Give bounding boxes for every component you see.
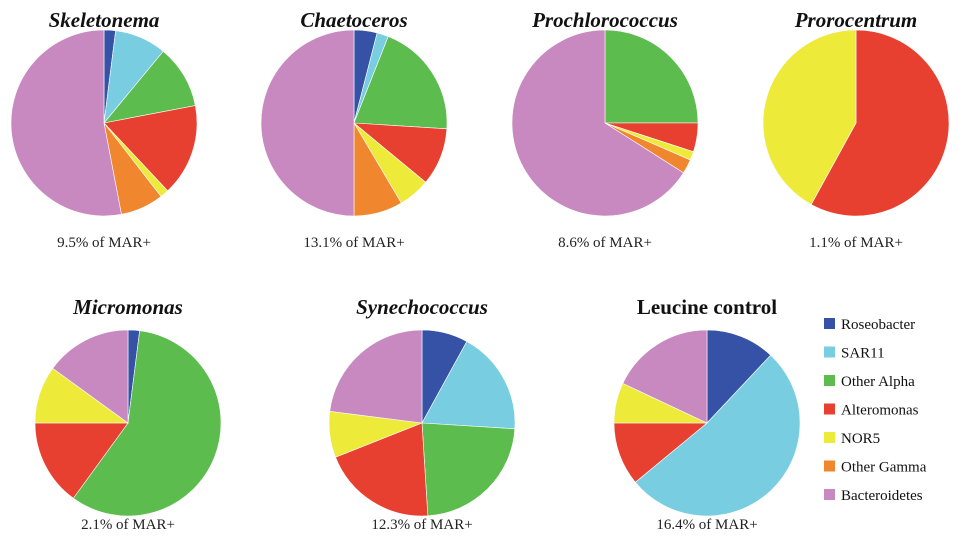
- pie-skeletonema: Skeletonema 9.5% of MAR+: [10, 8, 198, 251]
- legend-item-bacteroidetes: Bacteroidetes: [824, 488, 923, 504]
- legend-label: Alteromonas: [841, 403, 919, 419]
- legend-swatch: [824, 375, 835, 386]
- pie-title: Prochlorococcus: [531, 8, 678, 32]
- pie-slice-alteromonas: [810, 29, 950, 217]
- legend-item-nor5: NOR5: [824, 431, 880, 447]
- pie-caption: 8.6% of MAR+: [558, 235, 652, 251]
- pie-title: Chaetoceros: [300, 8, 407, 32]
- pie-synechococcus: Synechococcus 12.3% of MAR+: [328, 295, 516, 533]
- legend-swatch: [824, 346, 835, 358]
- pie-caption: 9.5% of MAR+: [57, 235, 151, 251]
- legend-swatch: [824, 318, 835, 329]
- legend-item-other-alpha: Other Alpha: [824, 374, 915, 390]
- pie-caption: 2.1% of MAR+: [81, 517, 175, 533]
- legend-label: Other Alpha: [841, 374, 915, 390]
- legend-label: Roseobacter: [841, 317, 915, 333]
- pie-slice-bacteroidetes: [260, 29, 355, 217]
- pie-slice-bacteroidetes: [10, 29, 122, 217]
- pie-slice-other-alpha: [604, 29, 699, 124]
- pie-title: Micromonas: [72, 295, 183, 319]
- pie-caption: 12.3% of MAR+: [371, 517, 472, 533]
- pie-slice-sar11: [421, 341, 516, 430]
- pie-slice-nor5: [762, 29, 857, 205]
- legend-swatch: [824, 460, 835, 472]
- pie-title: Skeletonema: [49, 8, 160, 32]
- legend-label: SAR11: [841, 346, 885, 362]
- legend-swatch: [824, 432, 835, 443]
- legend-swatch: [824, 403, 835, 415]
- legend-item-alteromonas: Alteromonas: [824, 403, 919, 419]
- legend-item-other-gamma: Other Gamma: [824, 460, 927, 476]
- pie-title: Synechococcus: [356, 295, 488, 319]
- pie-slice-alteromonas: [34, 422, 129, 499]
- pie-slice-alteromonas: [335, 422, 429, 517]
- legend: Roseobacter SAR11 Other Alpha Alteromonas NO…: [824, 317, 927, 504]
- pie-slice-bacteroidetes: [622, 329, 708, 424]
- pie-slice-bacteroidetes: [511, 29, 684, 217]
- pie-slice-other-alpha: [421, 422, 516, 517]
- legend-label: Bacteroidetes: [841, 488, 923, 504]
- pie-title: Prorocentrum: [794, 8, 918, 32]
- pie-leucine-control: Leucine control 16.4% of MAR+: [613, 295, 801, 533]
- pie-caption: 1.1% of MAR+: [809, 235, 903, 251]
- legend-swatch: [824, 489, 835, 500]
- pie-slice-bacteroidetes: [329, 329, 423, 424]
- pie-title: Leucine control: [637, 295, 777, 319]
- legend-label: NOR5: [841, 431, 880, 447]
- pie-prochlorococcus: Prochlorococcus 8.6% of MAR+: [511, 8, 699, 251]
- pie-charts-group: Skeletonema 9.5% of MAR+ Chaetoceros 13.1% …: [10, 8, 950, 533]
- pie-slice-other-alpha: [353, 36, 448, 130]
- pie-slice-alteromonas: [103, 105, 198, 192]
- legend-item-sar11: SAR11: [824, 346, 885, 362]
- pie-slice-sar11: [634, 354, 801, 517]
- pie-slice-other-alpha: [72, 330, 222, 517]
- pie-caption: 13.1% of MAR+: [303, 235, 404, 251]
- legend-label: Other Gamma: [841, 460, 927, 476]
- pie-slice-bacteroidetes: [52, 329, 129, 424]
- pie-prorocentrum: Prorocentrum 1.1% of MAR+: [762, 8, 950, 251]
- pie-chaetoceros: Chaetoceros 13.1% of MAR+: [260, 8, 448, 251]
- pie-caption: 16.4% of MAR+: [656, 517, 757, 533]
- pie-slice-roseobacter: [706, 329, 772, 424]
- legend-item-roseobacter: Roseobacter: [824, 317, 915, 333]
- pie-micromonas: Micromonas 2.1% of MAR+: [34, 295, 222, 533]
